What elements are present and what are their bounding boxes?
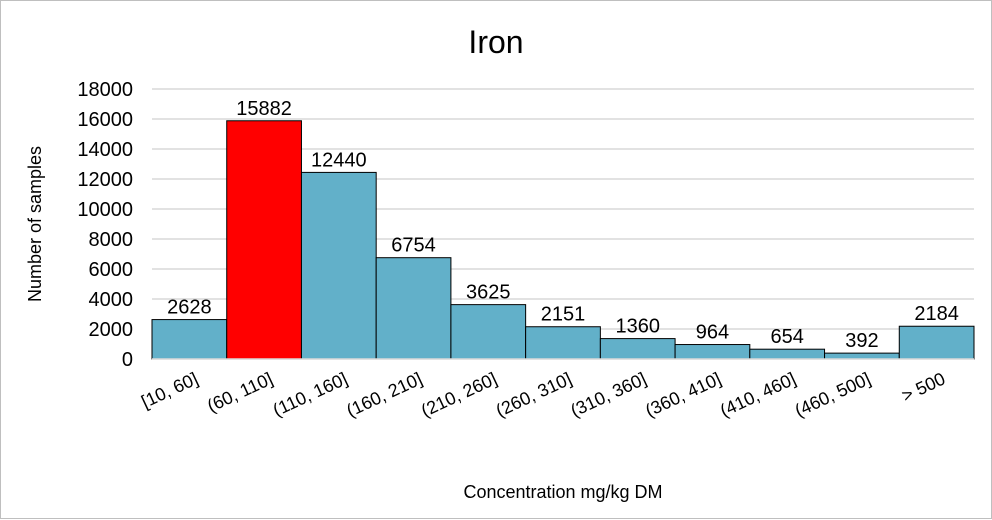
x-tick-label: (210, 260] — [418, 368, 500, 420]
chart-title: Iron — [468, 24, 523, 60]
bar-value-label: 2184 — [914, 303, 959, 325]
y-tick-label: 6000 — [89, 259, 134, 281]
x-tick-label: > 500 — [899, 368, 949, 405]
x-tick-label: (60, 110] — [204, 368, 276, 416]
y-tick-label: 14000 — [77, 139, 133, 161]
y-tick-label: 12000 — [77, 169, 133, 191]
y-tick-label: 18000 — [77, 79, 133, 101]
bars — [151, 120, 975, 360]
bar — [824, 352, 900, 360]
x-tick-label: (260, 310] — [493, 368, 575, 420]
y-tick-label: 4000 — [89, 289, 134, 311]
x-tick-label: (460, 500] — [792, 368, 874, 420]
y-tick-label: 2000 — [89, 319, 134, 341]
bar-value-label: 12440 — [311, 149, 367, 171]
bar — [749, 348, 826, 360]
y-tick-label: 10000 — [77, 199, 133, 221]
x-tick-label: (360, 410] — [642, 368, 724, 420]
bar — [226, 120, 302, 360]
y-axis-ticks: 0 2000 4000 6000 8000 10000 12000 14000 16000 180… — [77, 79, 133, 371]
y-tick-label: 0 — [122, 349, 133, 371]
y-tick-label: 16000 — [77, 109, 133, 131]
x-tick-label: (110, 160] — [270, 368, 351, 420]
bar — [674, 344, 751, 360]
bar-value-label: 654 — [770, 326, 803, 348]
bar-value-label: 15882 — [236, 98, 292, 120]
bar-value-label: 392 — [845, 330, 878, 352]
bar-value-label: 6754 — [391, 235, 436, 257]
bar-value-label: 2151 — [541, 304, 586, 326]
bar — [375, 257, 452, 360]
bar — [450, 304, 527, 360]
y-axis-title: Number of samples — [25, 146, 45, 302]
x-tick-label: (160, 210] — [343, 368, 425, 420]
x-axis-title: Concentration mg/kg DM — [463, 482, 662, 502]
x-tick-label: [10, 60] — [138, 368, 201, 412]
bar — [898, 325, 975, 360]
data-labels: 2628 15882 12440 6754 3625 2151 1360 964 654 392 2… — [167, 98, 959, 352]
bar — [300, 171, 377, 360]
bar-value-label: 964 — [696, 322, 729, 344]
x-axis-ticks: [10, 60] (60, 110](110, 160](160, 210](21… — [138, 368, 948, 420]
bar — [151, 319, 228, 360]
x-tick-label: (410, 460] — [717, 368, 799, 420]
bar — [525, 326, 601, 360]
bar-value-label: 1360 — [615, 316, 660, 338]
y-tick-label: 8000 — [89, 229, 134, 251]
bar-value-label: 3625 — [466, 282, 511, 304]
x-tick-label: (310, 360] — [567, 368, 649, 420]
bar — [599, 338, 676, 360]
bar-value-label: 2628 — [167, 297, 212, 319]
